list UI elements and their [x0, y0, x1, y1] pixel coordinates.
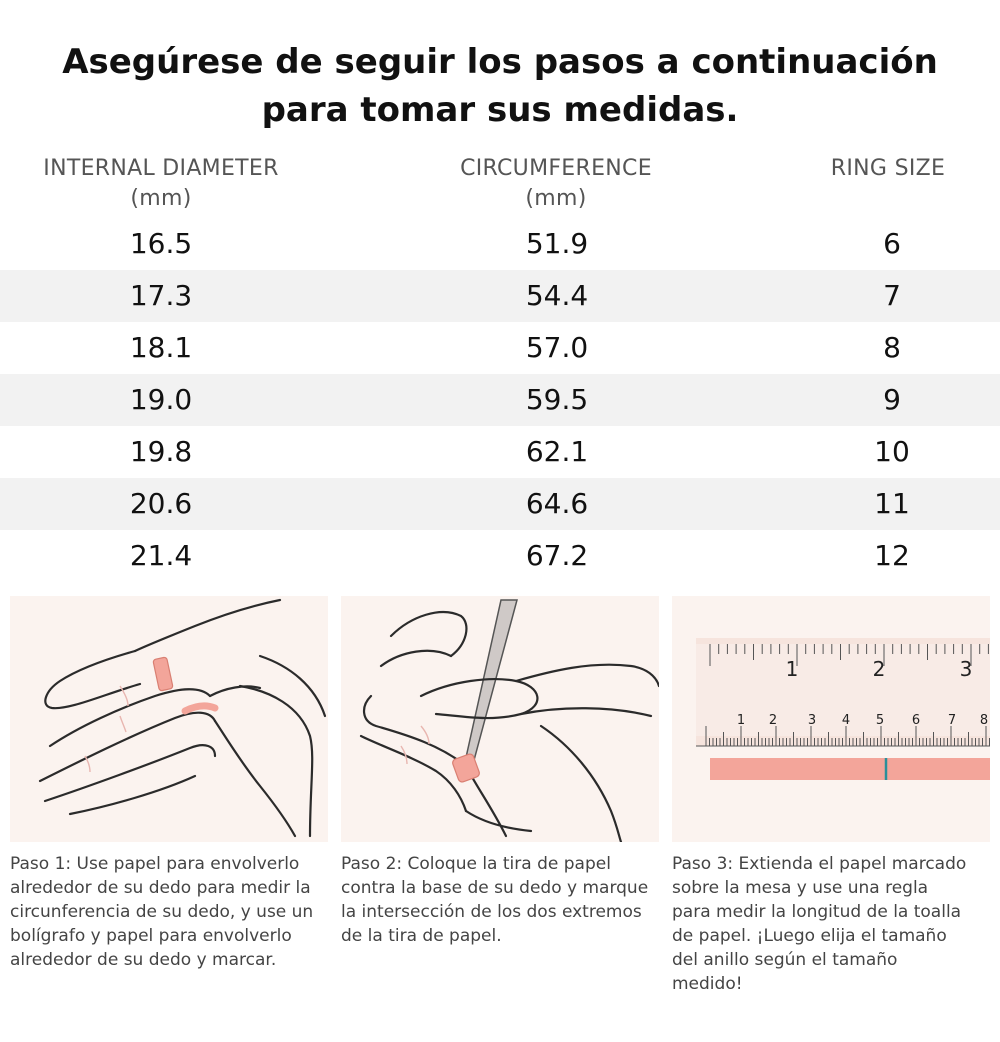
diameter-cell: 17.3: [129, 279, 193, 312]
circumference-cell: 67.2: [525, 539, 589, 572]
ring-size-cell: 6: [883, 227, 901, 260]
title-line-2: para tomar sus medidas.: [261, 90, 739, 130]
circumference-cell: 62.1: [525, 435, 589, 468]
header-ring-size: RING SIZE: [830, 156, 946, 181]
diameter-cell: 19.0: [129, 383, 193, 416]
ring-size-cell: 12: [874, 539, 910, 572]
table-row: 18.1 57.0 8: [0, 322, 1000, 374]
header-circumference: CIRCUMFERENCE (mm): [460, 156, 652, 211]
diameter-cell: 20.6: [129, 487, 193, 520]
size-table-body: 16.5 51.9 6 17.3 54.4 7 18.1 57.0 8 19.0…: [0, 218, 1000, 582]
title-line-1: Asegúrese de seguir los pasos a continua…: [62, 42, 938, 82]
ruler-icon: 1 2 3 1 2 3 4 5 6 7 8: [696, 638, 990, 780]
step-3-illustration: 1 2 3 1 2 3 4 5 6 7 8: [672, 596, 990, 842]
size-table-header: INTERNAL DIAMETER (mm) CIRCUMFERENCE (mm…: [0, 154, 1000, 218]
diameter-cell: 18.1: [129, 331, 193, 364]
header-internal-diameter: INTERNAL DIAMETER (mm): [43, 156, 279, 211]
ruler-bottom-label: 2: [769, 713, 777, 728]
step-3-text: Paso 3: Extienda el papel marcado sobre …: [672, 854, 967, 994]
hand-wrapping-strip-icon: [38, 598, 327, 838]
step-2-text: Paso 2: Coloque la tira de papel contra …: [341, 854, 649, 946]
circumference-cell: 54.4: [525, 279, 589, 312]
ring-size-cell: 7: [883, 279, 901, 312]
ring-size-cell: 11: [874, 487, 910, 520]
step-1-illustration: [10, 596, 328, 842]
ring-size-cell: 9: [883, 383, 901, 416]
circumference-cell: 57.0: [525, 331, 589, 364]
step-1-text: Paso 1: Use papel para envolverlo alrede…: [10, 854, 314, 970]
table-row: 21.4 67.2 12: [0, 530, 1000, 582]
ruler-bottom-label: 4: [842, 713, 850, 728]
ruler-top-label: 2: [873, 657, 886, 681]
ruler-bottom-label: 5: [876, 713, 884, 728]
diameter-cell: 21.4: [129, 539, 193, 572]
ruler-bottom-label: 8: [980, 713, 988, 728]
page-title: Asegúrese de seguir los pasos a continua…: [0, 38, 1000, 134]
table-row: 16.5 51.9 6: [0, 218, 1000, 270]
table-row: 19.0 59.5 9: [0, 374, 1000, 426]
ruler-top-label: 1: [786, 657, 799, 681]
diameter-cell: 16.5: [129, 227, 193, 260]
circumference-cell: 51.9: [525, 227, 589, 260]
ruler-bottom-label: 7: [948, 713, 956, 728]
pen-marking-strip-icon: [359, 599, 661, 844]
diameter-cell: 19.8: [129, 435, 193, 468]
circumference-cell: 59.5: [525, 383, 589, 416]
table-row: 17.3 54.4 7: [0, 270, 1000, 322]
ruler-bottom-label: 3: [808, 713, 816, 728]
step-2-illustration: [341, 596, 661, 844]
paper-strip: [710, 758, 990, 780]
circumference-cell: 64.6: [525, 487, 589, 520]
ring-size-cell: 10: [874, 435, 910, 468]
ruler-top-label: 3: [960, 657, 973, 681]
ruler-bottom-label: 1: [737, 713, 745, 728]
ruler-bottom-label: 6: [912, 713, 920, 728]
table-row: 19.8 62.1 10: [0, 426, 1000, 478]
table-row: 20.6 64.6 11: [0, 478, 1000, 530]
ring-size-cell: 8: [883, 331, 901, 364]
